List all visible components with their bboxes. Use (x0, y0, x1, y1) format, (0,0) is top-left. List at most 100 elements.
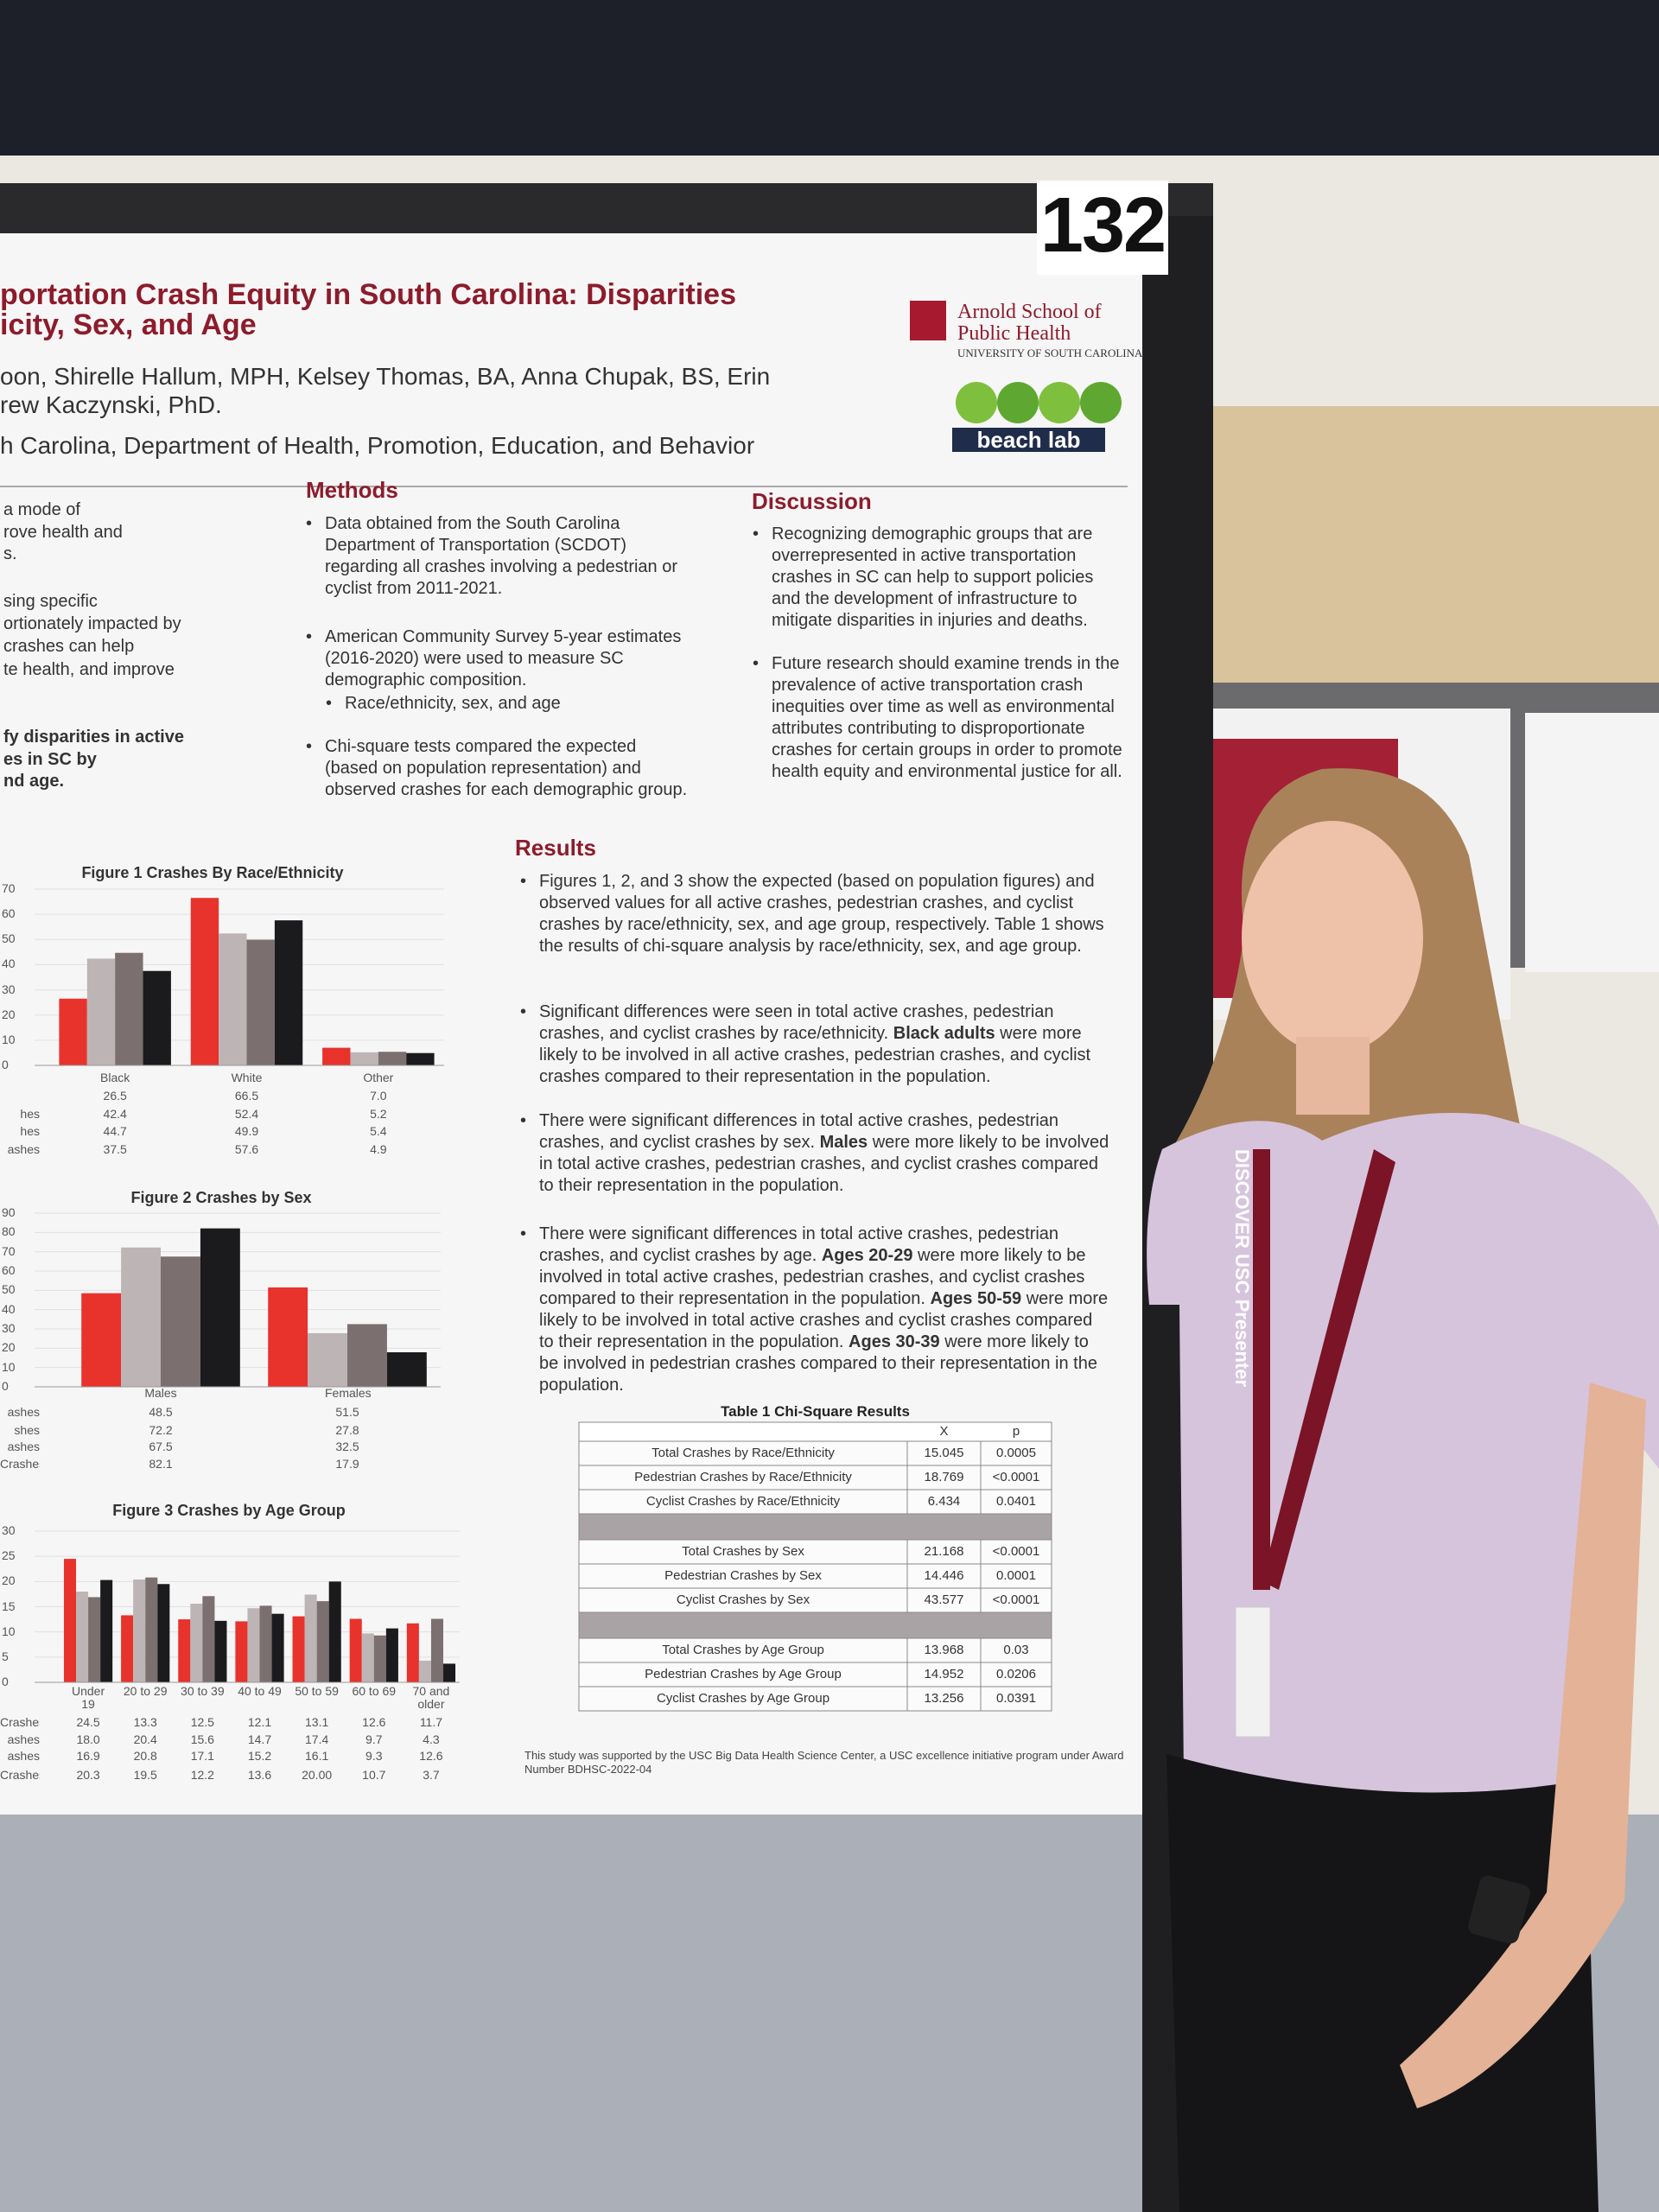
bar (121, 1615, 134, 1682)
bar (406, 1623, 419, 1682)
intro-line: nd age. (3, 772, 65, 791)
intro-line: es in SC by (3, 750, 97, 769)
bold-phrase: Ages 50-59 (930, 1289, 1022, 1308)
y-tick-label: 10 (2, 1624, 16, 1638)
intro-line: fy disparities in active (3, 728, 184, 747)
bar (145, 1577, 158, 1682)
lab-icon (1039, 382, 1080, 423)
y-tick-label: 50 (2, 1282, 16, 1297)
data-label: 10.7 (362, 1768, 386, 1782)
bar (81, 1293, 122, 1387)
table-cell (578, 1637, 908, 1663)
y-tick-label: 30 (2, 1321, 16, 1335)
bar (322, 1047, 351, 1065)
table-cell (578, 1686, 908, 1712)
data-label: 15.6 (190, 1732, 214, 1746)
bullet: Chi-square tests compared the expected (… (306, 736, 688, 801)
table-cell-text: Cyclist Crashes by Sex (676, 1592, 810, 1607)
table-cell-text: 13.256 (924, 1691, 964, 1706)
bullet: There were significant differences in to… (520, 1224, 1111, 1396)
legend-label: ashes (7, 1142, 40, 1156)
bar (121, 1247, 161, 1387)
y-tick-label: 60 (2, 1263, 16, 1277)
bullet: Figures 1, 2, and 3 show the expected (b… (520, 871, 1111, 957)
number-sign (1037, 181, 1168, 275)
table-cell (980, 1637, 1052, 1663)
y-tick-label: 80 (2, 1224, 16, 1239)
bullet: American Community Survey 5-year estimat… (306, 626, 688, 691)
data-label: 3.7 (423, 1768, 440, 1782)
affiliation: h Carolina, Department of Health, Promot… (0, 432, 755, 459)
intro-line: a mode of (3, 500, 80, 519)
data-label: 20.00 (302, 1768, 333, 1782)
data-label: 37.5 (103, 1142, 127, 1156)
bar (373, 1635, 386, 1682)
bar (418, 1660, 431, 1682)
table-cell (980, 1662, 1052, 1688)
text-run: Figures 1, 2, and 3 show the expected (b… (539, 872, 1104, 956)
lanyard-left (1253, 1149, 1270, 1590)
lab-logo-text: beach lab (976, 427, 1081, 453)
table-cell-text: 43.577 (924, 1592, 964, 1607)
data-label: 9.3 (365, 1749, 383, 1763)
arm (1400, 1382, 1646, 2108)
bullet: There were significant differences in to… (520, 1110, 1111, 1197)
table-cell-text: 0.0206 (996, 1667, 1036, 1681)
data-label: 48.5 (149, 1405, 173, 1419)
poster-title: portation Crash Equity in South Carolina… (0, 278, 736, 311)
lanyard-text: DISCOVER USC Presenter (1231, 1149, 1253, 1388)
data-label: 12.2 (190, 1768, 214, 1782)
legend-label: ashes (7, 1749, 40, 1763)
y-tick-label: 30 (2, 1523, 16, 1537)
intro-line: sing specific (3, 592, 98, 611)
intro-line: te health, and improve (3, 660, 175, 679)
table-cell-text: 15.045 (924, 1446, 964, 1460)
bar (143, 970, 171, 1065)
data-label: 5.2 (370, 1107, 387, 1121)
bar (347, 1324, 387, 1387)
table-cell (980, 1686, 1052, 1712)
bullet: Data obtained from the South Carolina De… (306, 513, 688, 600)
table-cell (980, 1539, 1052, 1565)
table-cell-text: 0.0401 (996, 1494, 1036, 1509)
data-label: 16.9 (76, 1749, 100, 1763)
wall-panel (1206, 406, 1659, 683)
data-label: 26.5 (103, 1089, 127, 1103)
y-tick-label: 40 (2, 1301, 16, 1316)
legend-label: Crashes (0, 1715, 40, 1729)
table-cell-text: 21.168 (924, 1544, 964, 1559)
neck (1296, 1037, 1370, 1115)
watch (1468, 1875, 1530, 1944)
bar (349, 1618, 362, 1682)
y-tick-label: 0 (2, 1058, 9, 1071)
y-tick-label: 5 (2, 1649, 9, 1663)
table-cell-text: <0.0001 (992, 1470, 1040, 1484)
ceiling (0, 0, 1659, 156)
bar (361, 1633, 374, 1682)
y-tick-label: 60 (2, 906, 16, 921)
table-cell-text: <0.0001 (992, 1592, 1040, 1607)
bar (259, 1605, 272, 1682)
lab-icon (1080, 382, 1122, 423)
bar (430, 1618, 443, 1682)
legend-label: shes (14, 1423, 40, 1437)
bar (442, 1663, 456, 1682)
legend-label: ashes (7, 1440, 40, 1453)
table-cell (578, 1465, 908, 1491)
badge (1235, 1606, 1271, 1738)
x-tick-label: 70 and older (412, 1684, 450, 1711)
chart-title: Figure 1 Crashes By Race/Ethnicity (81, 864, 344, 881)
table-cell (980, 1489, 1052, 1515)
bar (246, 939, 275, 1065)
y-tick-label: 90 (2, 1205, 16, 1219)
bar (247, 1608, 260, 1682)
table-cell (906, 1539, 982, 1565)
table-cell-text: 13.968 (924, 1643, 964, 1657)
data-label: 18.0 (76, 1732, 100, 1746)
section-heading: Results (515, 835, 596, 861)
table-separator (578, 1611, 1052, 1639)
data-label: 4.9 (370, 1142, 387, 1156)
intro-line: rove health and (3, 523, 123, 542)
x-tick-label: 40 to 49 (238, 1684, 282, 1698)
